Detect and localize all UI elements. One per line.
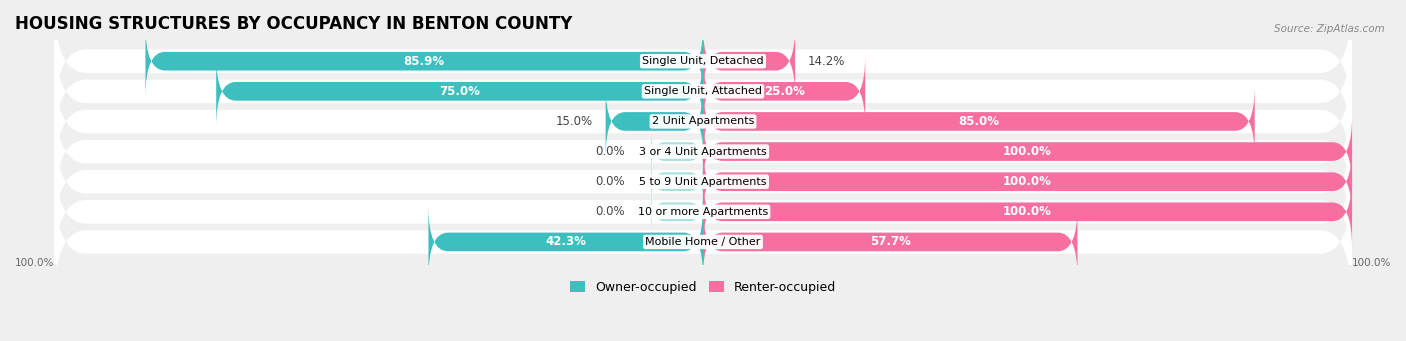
FancyBboxPatch shape xyxy=(703,56,865,127)
Text: 5 to 9 Unit Apartments: 5 to 9 Unit Apartments xyxy=(640,177,766,187)
FancyBboxPatch shape xyxy=(703,176,1353,248)
FancyBboxPatch shape xyxy=(53,148,1353,276)
Text: 0.0%: 0.0% xyxy=(596,145,626,158)
Text: 100.0%: 100.0% xyxy=(1351,258,1391,268)
Text: 3 or 4 Unit Apartments: 3 or 4 Unit Apartments xyxy=(640,147,766,157)
FancyBboxPatch shape xyxy=(53,88,1353,215)
FancyBboxPatch shape xyxy=(53,118,1353,245)
FancyBboxPatch shape xyxy=(651,161,703,203)
FancyBboxPatch shape xyxy=(703,86,1254,157)
FancyBboxPatch shape xyxy=(53,28,1353,155)
Text: 10 or more Apartments: 10 or more Apartments xyxy=(638,207,768,217)
FancyBboxPatch shape xyxy=(145,25,703,97)
FancyBboxPatch shape xyxy=(703,25,796,97)
Text: 57.7%: 57.7% xyxy=(870,235,911,249)
Text: 100.0%: 100.0% xyxy=(1002,175,1052,188)
FancyBboxPatch shape xyxy=(703,206,1077,278)
Text: 100.0%: 100.0% xyxy=(15,258,55,268)
Text: Single Unit, Attached: Single Unit, Attached xyxy=(644,86,762,96)
Text: 0.0%: 0.0% xyxy=(596,175,626,188)
Text: 14.2%: 14.2% xyxy=(808,55,845,68)
Text: HOUSING STRUCTURES BY OCCUPANCY IN BENTON COUNTY: HOUSING STRUCTURES BY OCCUPANCY IN BENTO… xyxy=(15,15,572,33)
Text: 25.0%: 25.0% xyxy=(763,85,804,98)
FancyBboxPatch shape xyxy=(53,178,1353,306)
Text: Single Unit, Detached: Single Unit, Detached xyxy=(643,56,763,66)
Text: 85.9%: 85.9% xyxy=(404,55,444,68)
Text: Mobile Home / Other: Mobile Home / Other xyxy=(645,237,761,247)
FancyBboxPatch shape xyxy=(53,58,1353,185)
FancyBboxPatch shape xyxy=(703,116,1353,188)
Text: 42.3%: 42.3% xyxy=(546,235,586,249)
Text: 85.0%: 85.0% xyxy=(959,115,1000,128)
FancyBboxPatch shape xyxy=(703,146,1353,218)
FancyBboxPatch shape xyxy=(429,206,703,278)
FancyBboxPatch shape xyxy=(606,86,703,157)
FancyBboxPatch shape xyxy=(651,191,703,233)
FancyBboxPatch shape xyxy=(217,56,703,127)
Legend: Owner-occupied, Renter-occupied: Owner-occupied, Renter-occupied xyxy=(565,276,841,299)
Text: Source: ZipAtlas.com: Source: ZipAtlas.com xyxy=(1274,24,1385,34)
Text: 2 Unit Apartments: 2 Unit Apartments xyxy=(652,116,754,127)
FancyBboxPatch shape xyxy=(651,131,703,172)
Text: 15.0%: 15.0% xyxy=(555,115,593,128)
FancyBboxPatch shape xyxy=(53,0,1353,125)
Text: 75.0%: 75.0% xyxy=(439,85,479,98)
Text: 0.0%: 0.0% xyxy=(596,205,626,218)
Text: 100.0%: 100.0% xyxy=(1002,205,1052,218)
Text: 100.0%: 100.0% xyxy=(1002,145,1052,158)
